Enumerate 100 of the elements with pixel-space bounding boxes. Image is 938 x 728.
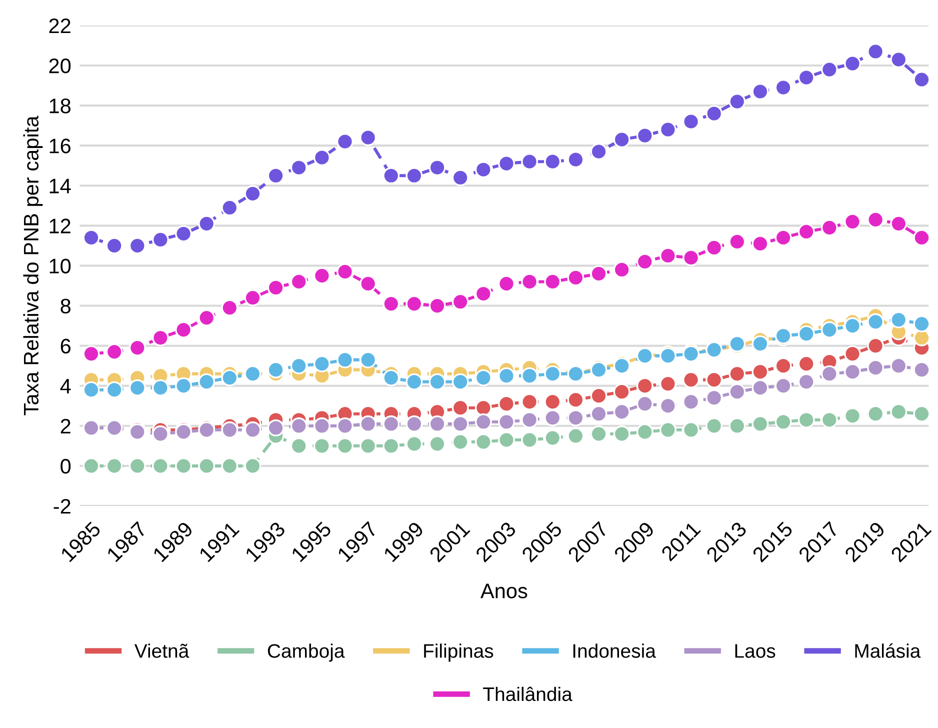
point	[706, 417, 723, 434]
y-tick-label: 20	[49, 58, 71, 74]
point	[890, 51, 908, 68]
point	[567, 269, 584, 286]
point	[82, 345, 100, 362]
point	[867, 43, 884, 60]
point	[175, 225, 192, 242]
point	[820, 61, 838, 78]
point	[728, 93, 746, 110]
point	[613, 383, 630, 400]
point	[844, 55, 861, 72]
point	[544, 273, 562, 290]
y-tick-label: 10	[50, 258, 71, 274]
point	[406, 415, 423, 432]
point	[844, 407, 861, 424]
x-axis-title: Anos	[480, 584, 528, 598]
point	[752, 379, 769, 396]
legend-label: Vietnã	[134, 644, 190, 658]
point	[636, 423, 654, 440]
point	[659, 247, 676, 264]
point	[774, 229, 792, 246]
y-axis-title: Taxa Relativa do PNB per capita	[23, 116, 43, 416]
point	[290, 437, 308, 454]
point	[913, 361, 929, 378]
point	[198, 373, 216, 390]
point	[798, 325, 815, 342]
point	[913, 405, 929, 422]
point	[498, 155, 515, 172]
y-tick-label: 0	[60, 458, 71, 474]
point	[820, 219, 838, 236]
point	[706, 239, 723, 256]
point	[728, 417, 746, 434]
point	[152, 379, 169, 396]
point	[636, 395, 654, 412]
y-tick-label: 12	[50, 218, 70, 234]
point	[313, 437, 330, 454]
point	[406, 373, 423, 390]
point	[498, 431, 515, 448]
point	[659, 397, 676, 414]
point	[544, 365, 562, 382]
point	[867, 313, 884, 330]
point	[844, 317, 861, 334]
point	[521, 273, 538, 290]
point	[544, 393, 562, 410]
point	[498, 275, 515, 292]
point	[613, 425, 630, 442]
point	[682, 113, 700, 130]
point	[752, 235, 769, 252]
legend-label: Camboja	[268, 644, 345, 662]
point	[521, 393, 538, 410]
point	[221, 369, 238, 386]
point	[82, 381, 100, 398]
point	[474, 369, 492, 386]
point	[820, 365, 838, 382]
point	[382, 295, 400, 312]
point	[244, 421, 262, 438]
point	[152, 457, 169, 474]
point	[474, 433, 492, 450]
y-tick-label: 18	[50, 98, 70, 114]
y-tick-label: -2	[54, 498, 70, 514]
point	[360, 437, 377, 454]
point	[798, 373, 815, 390]
point	[128, 379, 146, 396]
point	[267, 361, 284, 378]
point	[521, 367, 538, 384]
point	[867, 211, 884, 228]
point	[844, 363, 861, 380]
legend-label: Filipinas	[424, 644, 494, 662]
point	[382, 369, 400, 386]
point	[774, 413, 792, 430]
point	[890, 357, 908, 374]
point	[798, 411, 815, 428]
point	[290, 417, 308, 434]
point	[175, 457, 192, 474]
point	[682, 393, 700, 410]
y-tick-label: 16	[50, 138, 70, 154]
point	[521, 431, 538, 448]
point	[313, 267, 330, 284]
point	[590, 425, 608, 442]
y-tick-label: 14	[50, 178, 71, 194]
point	[128, 237, 146, 254]
point	[544, 429, 562, 446]
point	[336, 133, 354, 150]
point	[290, 357, 308, 374]
point	[198, 457, 216, 474]
point	[267, 167, 284, 184]
point	[820, 411, 838, 428]
point	[106, 457, 123, 474]
point	[313, 417, 330, 434]
point	[336, 437, 354, 454]
point	[428, 415, 446, 432]
legend-label: Malásia	[855, 643, 921, 658]
point	[221, 421, 238, 438]
point	[474, 285, 492, 302]
point	[313, 149, 330, 166]
point	[728, 383, 746, 400]
point	[890, 215, 908, 232]
point	[706, 105, 723, 122]
point	[452, 373, 469, 390]
y-tick-label: 2	[60, 418, 70, 434]
